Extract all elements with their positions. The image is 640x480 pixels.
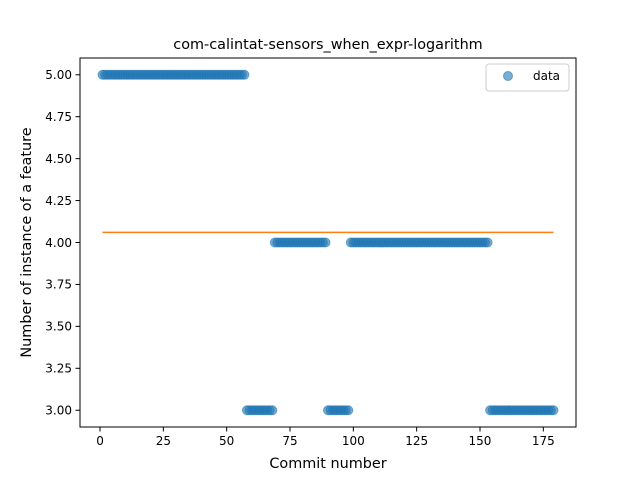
data-point [320,237,331,248]
y-tick-label: 4.00 [45,236,72,250]
y-tick-label: 4.75 [45,110,72,124]
chart-title: com-calintat-sensors_when_expr-logarithm [173,37,482,53]
x-tick-label: 100 [342,434,365,448]
y-tick-label: 4.25 [45,194,72,208]
data-layer [97,69,559,416]
y-tick-label: 3.25 [45,362,72,376]
x-tick-label: 50 [219,434,234,448]
y-tick-label: 3.00 [45,404,72,418]
x-tick-label: 175 [532,434,555,448]
x-tick-label: 75 [282,434,297,448]
y-tick-label: 4.50 [45,152,72,166]
legend-marker-data [503,71,513,81]
data-point [482,237,493,248]
data-point [548,405,559,416]
legend: data [485,63,570,92]
x-tick-label: 25 [156,434,171,448]
legend-box [485,63,570,92]
y-tick-label: 3.50 [45,320,72,334]
legend-label-data: data [533,69,560,83]
x-axis-label: Commit number [269,456,386,472]
axes-layer: 0 25 50 75 100 125 150 175 3.00 3.25 3.50 3.75 4.00 4… [45,57,577,448]
y-tick-label: 5.00 [45,68,72,82]
x-tick-label: 150 [469,434,492,448]
data-point [239,69,250,80]
y-tick-label: 3.75 [45,278,72,292]
x-tick-label: 125 [405,434,428,448]
y-axis-label: Number of instance of a feature [19,127,35,357]
data-point [343,405,354,416]
data-point [267,405,278,416]
x-tick-label: 0 [96,434,104,448]
